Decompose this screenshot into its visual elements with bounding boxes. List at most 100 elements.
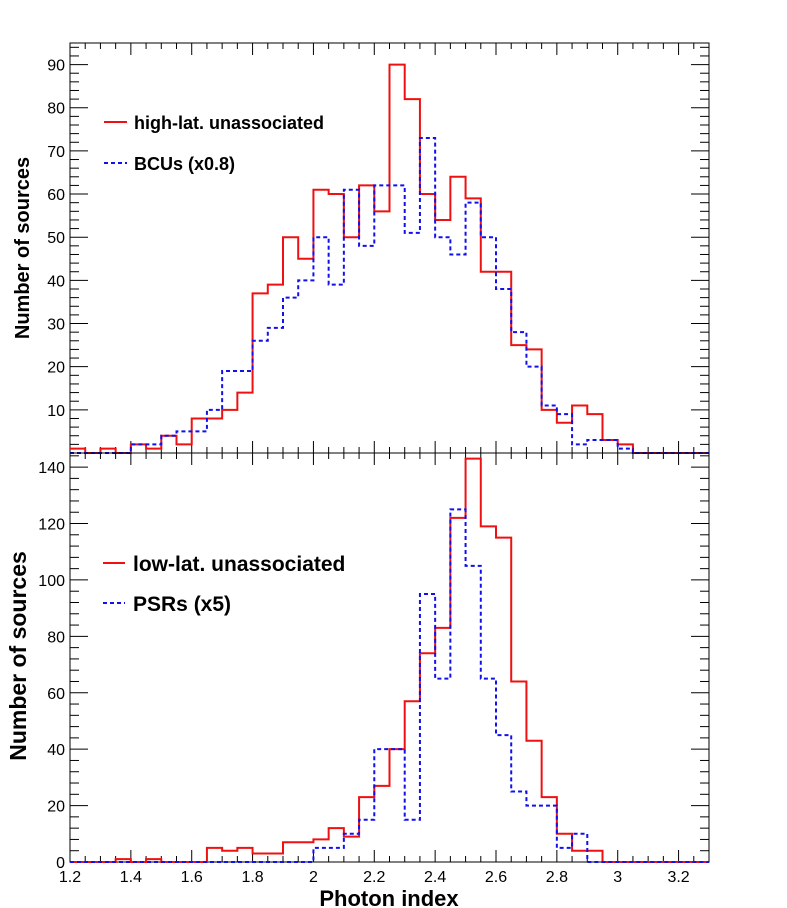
y-tick-label: 80 [47,629,65,646]
histogram-bin [283,298,298,453]
bottom-x-tick-labels: 1.2 1.4 1.6 1.8 2 2.2 2.4 2.6 2.8 3 3.2 [59,869,690,886]
y-tick-label: 80 [47,101,65,118]
histogram-bin [481,237,496,453]
x-tick-label: 2.2 [363,869,385,886]
histogram-bin [253,854,268,862]
histogram-bin [177,431,192,453]
y-tick-label: 60 [47,686,65,703]
top-series [70,63,709,454]
histogram-bin [435,237,450,453]
histogram-bin [313,848,328,862]
y-tick-label: 30 [47,317,65,334]
histogram-bin [344,190,359,453]
histogram-bin [283,842,298,862]
y-tick-label: 100 [38,573,65,590]
histogram-bin [587,851,602,862]
bottom-y-axis-title: Number of sources [5,551,31,761]
histogram-bin [526,806,541,862]
histogram-bin [222,851,237,862]
y-tick-label: 40 [47,273,65,290]
histogram-bin [542,406,557,453]
top-legend-label-high-lat: high-lat. unassociated [134,113,324,133]
top-y-axis-title: Number of sources [12,157,34,339]
top-histogram-panel: 10 20 30 40 50 60 70 80 90 Number of sources hig… [12,42,710,454]
series-outline [70,136,709,454]
histogram-bin [557,414,572,453]
histogram-bin [496,289,511,453]
histogram-bin [146,444,161,453]
y-tick-label: 0 [56,855,65,872]
bottom-legend-label-psrs: PSRs (x5) [133,593,231,616]
histogram-bin [511,332,526,453]
y-tick-label: 90 [47,58,65,75]
bottom-legend-label-low-lat: low-lat. unassociated [133,553,345,576]
histogram-bin [161,436,176,453]
histogram-bin [435,679,450,862]
histogram-bin [222,371,237,453]
histogram-bin [526,367,541,453]
top-legend: high-lat. unassociated BCUs (x0.8) [104,113,324,174]
histogram-bin [237,848,252,862]
histogram-bin [268,328,283,453]
histogram-bin [329,285,344,453]
histogram-bin [420,138,435,453]
bottom-legend: low-lat. unassociated PSRs (x5) [103,553,345,616]
histogram-bin [466,203,481,453]
bottom-y-tick-labels: 0 20 40 60 80 100 120 140 [38,460,65,872]
series-outline [70,508,709,863]
x-tick-label: 1.6 [181,869,203,886]
histogram-bin [603,440,618,453]
x-tick-label: 2.6 [485,869,507,886]
histogram-bin [268,854,283,862]
histogram-bin [131,444,146,453]
histogram-bin [496,735,511,862]
histogram-bin [450,254,465,453]
histogram-bin [405,233,420,453]
histogram-bin [313,237,328,453]
y-tick-label: 10 [47,403,65,420]
histogram-bin [192,431,207,453]
x-axis-title: Photon index [319,886,459,908]
bottom-histogram-panel: 0 20 40 60 80 100 120 140 1.2 1.4 1.6 1.8 2 2.2 2.4 2.… [5,452,710,908]
series-outline [70,457,709,863]
series-psrs-x5- [70,508,709,863]
y-tick-label: 20 [47,799,65,816]
x-tick-label: 2.8 [546,869,568,886]
series-bcus-x0-8- [70,136,709,454]
y-tick-label: 20 [47,360,65,377]
histogram-bin [344,834,359,862]
histogram-bin [572,444,587,453]
histogram-bin [420,594,435,862]
histogram-bin [298,280,313,453]
histogram-bin [329,848,344,862]
histogram-bin [557,848,572,862]
y-tick-label: 140 [38,460,65,477]
histogram-bin [237,371,252,453]
x-tick-label: 2.4 [424,869,446,886]
bottom-series [70,457,709,863]
histogram-bin [253,341,268,453]
y-tick-label: 70 [47,144,65,161]
histogram-bin [374,185,389,453]
histogram-bin [359,820,374,862]
histogram-bin [405,820,420,862]
series-low-lat-unassociated [70,457,709,863]
histogram-bin [481,679,496,862]
x-tick-label: 1.2 [59,869,81,886]
y-tick-label: 40 [47,742,65,759]
histogram-bin [511,791,526,862]
histogram-bin [298,842,313,862]
x-tick-label: 3 [613,869,622,886]
top-axis-ticks [69,43,710,454]
histogram-bin [466,566,481,862]
histogram-bin [359,246,374,453]
histogram-bin [207,848,222,862]
x-tick-label: 1.8 [241,869,263,886]
top-legend-label-bcus: BCUs (x0.8) [134,154,235,174]
y-tick-label: 120 [38,517,65,534]
histogram-bin [390,185,405,453]
y-tick-label: 50 [47,230,65,247]
histogram-bin [572,834,587,862]
x-tick-label: 2 [309,869,318,886]
